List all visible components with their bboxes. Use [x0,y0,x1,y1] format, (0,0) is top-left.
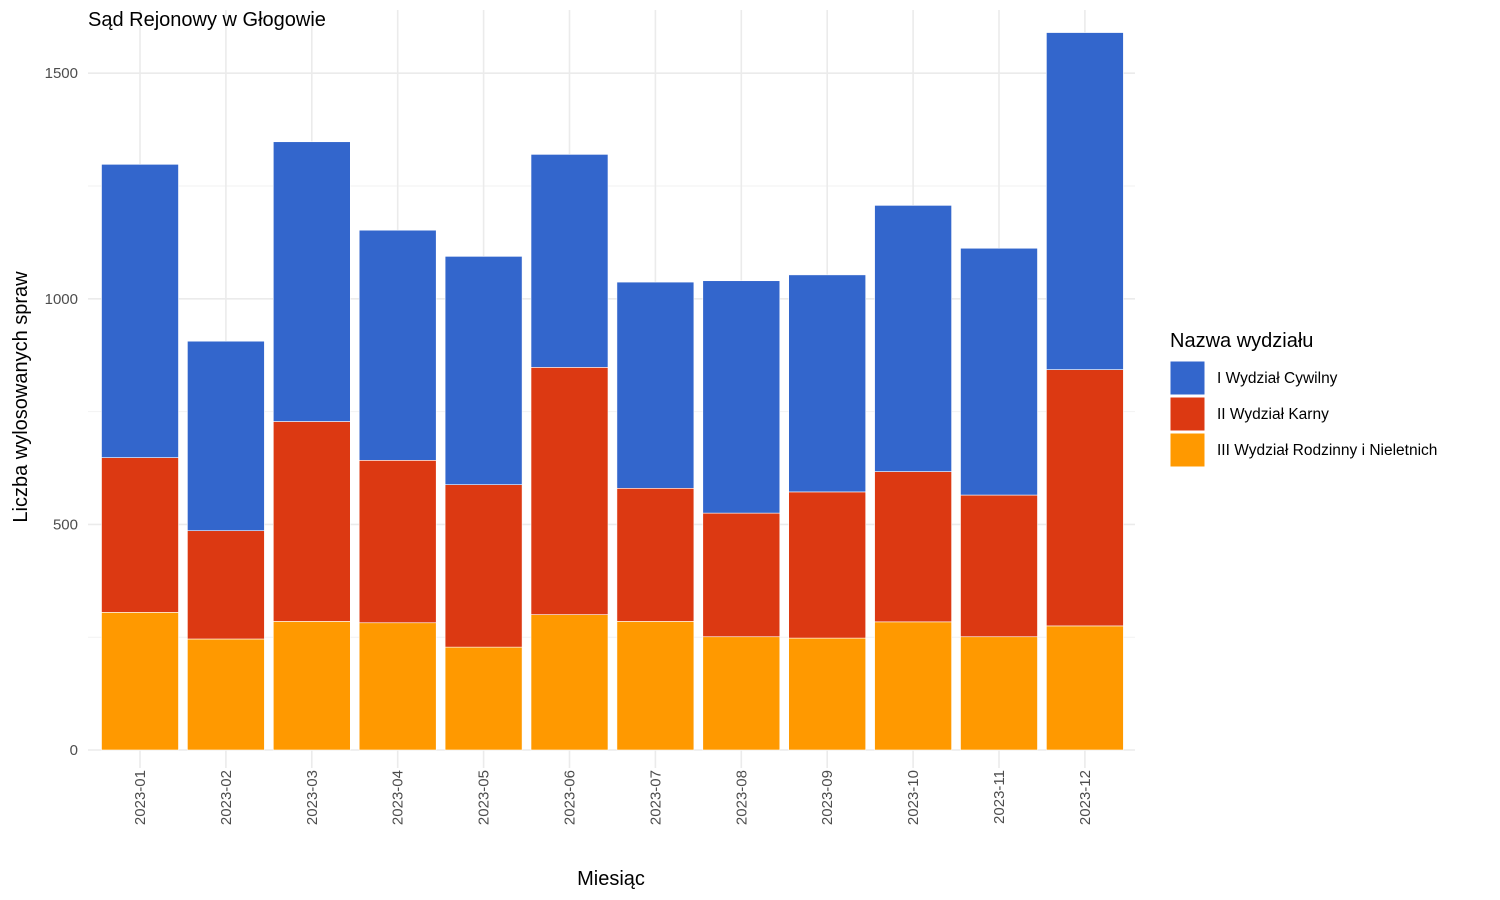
x-tick-label: 2023-08 [733,770,750,825]
bar-segment [874,471,952,623]
y-axis-title: Liczba wylosowanych spraw [10,271,32,523]
x-tick-label: 2023-11 [991,770,1008,824]
x-axis-ticks: 2023-01 2023-02 2023-03 2023-04 2023-05 2023-… [132,770,1094,825]
bar-segment [530,154,609,368]
bar-segment [616,281,695,489]
bar-segment [960,636,1038,751]
legend-label: III Wydział Rodzinny i Nieletnich [1217,442,1437,459]
chart-title: Sąd Rejonowy w Głogowie [88,9,326,31]
y-tick-label: 1000 [45,291,78,308]
x-tick-label: 2023-12 [1077,770,1094,825]
bar-segment [444,256,523,485]
bar-segment [444,484,523,648]
bar-segment [788,491,867,639]
bar-segment [960,494,1038,638]
legend-title: Nazwa wydziału [1170,330,1313,352]
bar-segment [444,646,523,751]
bar-segment [272,621,351,751]
bar-segment [702,512,781,638]
bar-segment [788,637,867,751]
x-tick-label: 2023-05 [476,770,493,825]
bar-segment [616,621,695,751]
y-tick-label: 0 [70,742,78,759]
bar-segment [530,367,609,615]
bar-segment [101,457,179,613]
x-tick-label: 2023-07 [647,770,664,825]
bar-segment [530,614,609,751]
legend-swatch [1169,432,1206,468]
bar-segment [960,247,1038,496]
bar-segment [702,280,781,514]
bar-segment [358,229,437,461]
legend: Nazwa wydziału I Wydział Cywilny II Wydzi… [1169,330,1437,468]
bar-segment [874,621,952,751]
bar-segment [187,638,265,751]
x-tick-label: 2023-09 [819,770,836,825]
x-tick-label: 2023-02 [218,770,235,825]
x-tick-label: 2023-01 [132,770,149,825]
bar-segment [788,274,867,493]
x-axis-title: Miesiąc [577,868,645,890]
x-tick-label: 2023-10 [905,770,922,825]
bar-segment [616,487,695,622]
bar-segment [272,141,351,422]
bars [101,32,1124,751]
x-tick-label: 2023-06 [562,770,579,825]
bar-segment [187,340,265,532]
bar-segment [358,460,437,624]
legend-label: I Wydział Cywilny [1217,370,1338,387]
x-tick-label: 2023-04 [390,770,407,825]
bar-segment [1046,32,1124,370]
bar-segment [1046,625,1124,751]
legend-swatch [1169,360,1206,396]
bar-segment [101,612,179,751]
y-axis-ticks: 0 500 1000 1500 [45,65,78,759]
bar-segment [702,636,781,751]
bar-segment [358,622,437,751]
bar-segment [1046,369,1124,627]
bar-segment [272,421,351,622]
y-tick-label: 1500 [45,65,78,82]
legend-swatch [1169,396,1206,432]
x-tick-label: 2023-03 [304,770,321,825]
bar-segment [874,205,952,472]
bar-segment [101,164,179,458]
legend-label: II Wydział Karny [1217,406,1329,423]
bar-segment [187,530,265,640]
y-tick-label: 500 [53,516,78,533]
